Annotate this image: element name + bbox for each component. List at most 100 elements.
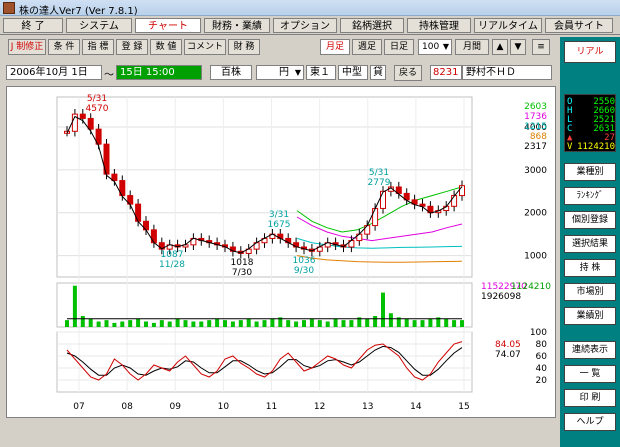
price-panel-frame bbox=[56, 96, 473, 278]
volume-bar bbox=[420, 320, 425, 327]
industry-button[interactable]: 業種別 bbox=[564, 163, 616, 181]
scroll-up-button[interactable]: ▲ bbox=[492, 39, 508, 55]
menu-lines-button[interactable]: ≡ bbox=[532, 39, 550, 55]
scroll-down-button[interactable]: ▼ bbox=[510, 39, 526, 55]
candle-body bbox=[111, 173, 118, 182]
quote-low: L 2521 bbox=[567, 115, 615, 125]
quote-box: O 2550 H 2660 L 2521 C 2631 ▲ 27 V 1124210 bbox=[564, 94, 616, 152]
ma-line-green bbox=[296, 186, 463, 233]
volume-bar bbox=[294, 321, 299, 327]
ma-line-magenta bbox=[296, 216, 463, 242]
market-button[interactable]: 市場別 bbox=[564, 283, 616, 301]
volume-bar bbox=[136, 318, 141, 327]
print-button[interactable]: 印 刷 bbox=[564, 389, 616, 407]
legend-value: 1736 bbox=[524, 112, 547, 122]
register-button[interactable]: 登 録 bbox=[116, 39, 148, 55]
candle-body bbox=[380, 190, 386, 209]
menu-system[interactable]: システム bbox=[66, 18, 132, 33]
financial-button[interactable]: 財 務 bbox=[228, 39, 260, 55]
volume-bar bbox=[199, 321, 204, 327]
menu-exit[interactable]: 終 了 bbox=[3, 18, 63, 33]
currency-select[interactable]: 円 ▼ bbox=[256, 65, 304, 80]
volume-bar bbox=[128, 320, 133, 327]
volume-bar bbox=[207, 320, 212, 327]
oscillator-label: 84.05 bbox=[495, 340, 521, 350]
volume-bar bbox=[396, 317, 401, 327]
daily-button[interactable]: 日足 bbox=[384, 39, 414, 55]
volume-bar bbox=[341, 320, 346, 327]
volume-bar bbox=[104, 320, 109, 327]
currency-value: 円 bbox=[279, 67, 289, 78]
menu-chart[interactable]: チャート bbox=[135, 18, 201, 33]
realtime-button[interactable]: リアル bbox=[564, 41, 616, 63]
list-button[interactable]: 一 覧 bbox=[564, 365, 616, 383]
continuous-display-button[interactable]: 連続表示 bbox=[564, 341, 616, 359]
volume-bar bbox=[262, 320, 267, 327]
stock-name-field: 野村不ＨＤ bbox=[462, 65, 552, 80]
menu-option[interactable]: オプション bbox=[273, 18, 337, 33]
unit-field: 百株 bbox=[210, 65, 252, 80]
volume-bar bbox=[96, 321, 101, 327]
chart-annotation: 11/28 bbox=[159, 260, 185, 270]
volume-bar bbox=[452, 320, 457, 327]
chart-area[interactable]: 1000 2000 3000 4000 07 08 09 10 11 12 13 14 15 2603 17… bbox=[6, 86, 556, 418]
weekly-button[interactable]: 週足 bbox=[352, 39, 382, 55]
candle-body bbox=[87, 117, 94, 130]
volume-label: 1926098 bbox=[481, 292, 521, 302]
candle-body bbox=[79, 113, 86, 119]
value-button[interactable]: 数 値 bbox=[150, 39, 182, 55]
indicator-button[interactable]: 指 標 bbox=[82, 39, 114, 55]
volume-bar bbox=[309, 318, 314, 327]
monthly-button[interactable]: 月足 bbox=[320, 39, 350, 55]
chart-annotation: 5/31 bbox=[369, 168, 389, 178]
x-axis-label: 14 bbox=[410, 402, 422, 412]
x-axis-label: 10 bbox=[218, 402, 230, 412]
chart-annotation: 5/31 bbox=[87, 94, 107, 104]
oscillator-main-line bbox=[66, 341, 463, 381]
performance-button[interactable]: 業績別 bbox=[564, 307, 616, 325]
holdings-button[interactable]: 持 株 bbox=[564, 259, 616, 277]
menu-holdings[interactable]: 持株管理 bbox=[407, 18, 471, 33]
quote-change: ▲ 27 bbox=[567, 133, 615, 143]
volume-bar bbox=[373, 316, 378, 327]
end-date-field[interactable]: 15日 15:00 bbox=[116, 65, 202, 80]
quote-high: H 2660 bbox=[567, 106, 615, 116]
back-button[interactable]: 戻る bbox=[394, 65, 422, 81]
volume-bar bbox=[144, 321, 148, 327]
volume-bar bbox=[317, 320, 322, 327]
right-panel: リアル O 2550 H 2660 L 2521 C 2631 ▲ 27 V 1124210… bbox=[560, 37, 620, 447]
ranking-button[interactable]: ﾗﾝｷﾝｸﾞ bbox=[564, 187, 616, 205]
volume-bar bbox=[302, 320, 306, 327]
chart-annotation: 1087 bbox=[161, 250, 184, 260]
menu-realtime[interactable]: リアルタイム bbox=[474, 18, 542, 33]
volume-bar bbox=[349, 320, 354, 327]
volume-bar bbox=[436, 317, 441, 327]
volume-bar bbox=[388, 313, 393, 327]
help-button[interactable]: ヘルプ bbox=[564, 413, 616, 431]
stock-code-field[interactable]: 8231 bbox=[430, 65, 462, 80]
menu-stock-select[interactable]: 銘柄選択 bbox=[340, 18, 404, 33]
volume-bar bbox=[460, 320, 464, 327]
main-menu: 終 了 システム チャート 財務・業績 オプション 銘柄選択 持株管理 リアルタ… bbox=[0, 17, 620, 35]
start-date-field[interactable]: 2006年10月 1日 bbox=[6, 65, 102, 80]
volume-bar bbox=[246, 318, 251, 327]
market-field: 東１ bbox=[306, 65, 336, 80]
volume-label: 11522970 bbox=[481, 282, 527, 292]
individual-register-button[interactable]: 個別登録 bbox=[564, 211, 616, 229]
stock-chart-svg: 1000 2000 3000 4000 07 08 09 10 11 12 13 14 15 260317… bbox=[56, 94, 551, 412]
selection-result-button[interactable]: 選択結果 bbox=[564, 235, 616, 253]
chart-annotation: 3/31 bbox=[269, 210, 289, 220]
period-count-select[interactable]: 100 ▼ bbox=[418, 39, 452, 55]
menu-member-site[interactable]: 会員サイト bbox=[545, 18, 613, 33]
candle-body bbox=[372, 207, 379, 227]
oscillator-panel-frame bbox=[56, 331, 473, 393]
split-adjust-button[interactable]: J 制修正 bbox=[8, 39, 46, 55]
chart-annotation: 1675 bbox=[268, 220, 291, 230]
legend-value: 1215 bbox=[524, 122, 547, 132]
comment-button[interactable]: コメント bbox=[184, 39, 226, 55]
volume-bar bbox=[270, 318, 275, 327]
volume-bar bbox=[80, 316, 85, 327]
condition-button[interactable]: 条 件 bbox=[48, 39, 80, 55]
menu-finance[interactable]: 財務・業績 bbox=[204, 18, 270, 33]
app-icon bbox=[3, 2, 15, 14]
